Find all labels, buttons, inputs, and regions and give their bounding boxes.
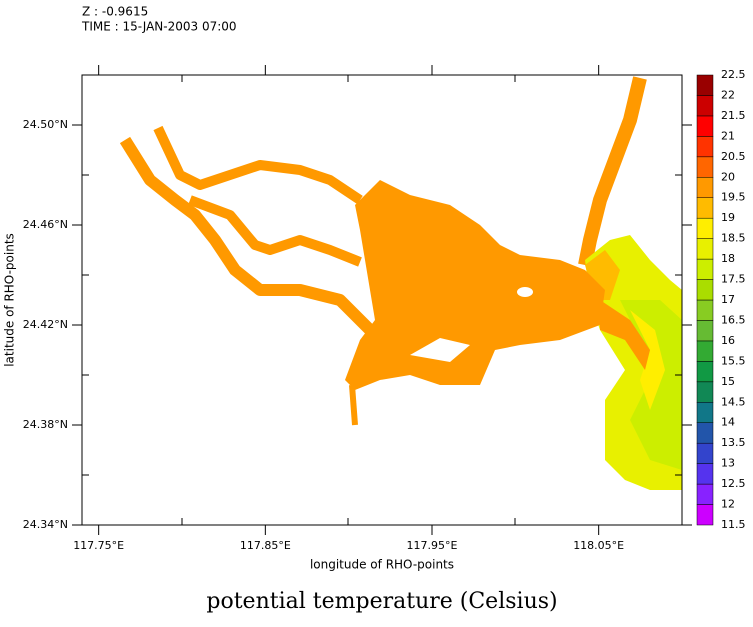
colorbar-label: 18 <box>721 252 735 265</box>
y-tick-label: 24.34°N <box>23 518 68 531</box>
y-tick-label: 24.50°N <box>23 118 68 131</box>
x-tick-label: 118.05°E <box>573 539 624 552</box>
x-tick-label: 117.75°E <box>73 539 124 552</box>
y-tick-label: 24.46°N <box>23 218 68 231</box>
x-tick-label: 117.85°E <box>240 539 291 552</box>
y-tick-label: 24.38°N <box>23 418 68 431</box>
colorbar-bin <box>696 177 714 198</box>
colorbar-label: 17 <box>721 293 735 306</box>
colorbar-bin <box>696 279 714 301</box>
colorbar-bin <box>696 238 714 260</box>
colorbar-label: 13.5 <box>721 436 746 449</box>
colorbar-bin <box>696 442 714 464</box>
colorbar-bin <box>696 74 714 96</box>
colorbar-bin <box>696 422 714 444</box>
colorbar-bin <box>696 156 714 178</box>
colorbar-bin <box>696 361 714 383</box>
time-label: TIME : 15-JAN-2003 07:00 <box>81 20 237 34</box>
colorbar-bin <box>696 381 714 403</box>
colorbar-label: 19 <box>721 211 735 224</box>
colorbar-bin <box>696 340 714 362</box>
colorbar-label: 16 <box>721 334 735 347</box>
y-tick-label: 24.42°N <box>23 318 68 331</box>
colorbar-bin <box>696 463 714 485</box>
colorbar-label: 12.5 <box>721 477 746 490</box>
colorbar-label: 21.5 <box>721 109 746 122</box>
colorbar-label: 21 <box>721 129 735 142</box>
colorbar-label: 14.5 <box>721 395 746 408</box>
colorbar-label: 15 <box>721 375 735 388</box>
colorbar-bin <box>696 320 714 342</box>
colorbar-bin <box>696 483 714 505</box>
colorbar-bin <box>696 197 714 219</box>
colorbar-label: 20 <box>721 170 735 183</box>
colorbar-label: 12 <box>721 498 735 511</box>
colorbar-label: 22 <box>721 88 735 101</box>
map-field <box>119 76 682 490</box>
colorbar-label: 18.5 <box>721 232 746 245</box>
colorbar-label: 15.5 <box>721 354 746 367</box>
minor-ticks <box>82 75 682 525</box>
y-axis-label: latitude of RHO-points <box>3 233 17 367</box>
colorbar-label: 19.5 <box>721 191 746 204</box>
colorbar-bin <box>696 136 714 158</box>
colorbar-bin <box>696 95 714 117</box>
colorbar-label: 14 <box>721 416 735 429</box>
colorbar-bin <box>696 258 714 280</box>
x-axis-label: longitude of RHO-points <box>310 558 454 572</box>
colorbar-label: 13 <box>721 457 735 470</box>
colorbar-bin <box>696 402 714 423</box>
chart-title: potential temperature (Celsius) <box>206 589 557 614</box>
colorbar-bin <box>696 217 714 239</box>
x-tick-label: 117.95°E <box>407 539 458 552</box>
colorbar-label: 11.5 <box>721 518 746 531</box>
colorbar-label: 17.5 <box>721 273 746 286</box>
colorbar-label: 20.5 <box>721 150 746 163</box>
colorbar-label: 22.5 <box>721 68 746 81</box>
colorbar-bin <box>696 299 714 321</box>
plot-frame <box>81 74 683 526</box>
colorbar-label: 16.5 <box>721 313 746 326</box>
colorbar-bin <box>696 504 714 526</box>
z-label: Z : -0.9615 <box>82 5 148 19</box>
colorbar-bin <box>696 115 714 137</box>
